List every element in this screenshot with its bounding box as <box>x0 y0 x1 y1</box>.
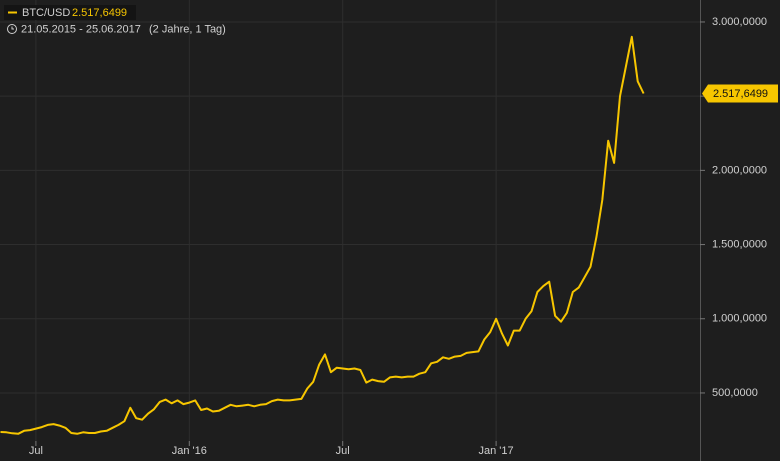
duration: (2 Jahre, 1 Tag) <box>149 23 226 35</box>
legend-box <box>4 5 136 20</box>
period: 21.05.2015 - 25.06.2017 <box>21 23 141 35</box>
clock-icon <box>7 24 17 34</box>
x-tick-label: Jul <box>29 445 43 457</box>
y-tick-label: 2.000,0000 <box>712 164 767 176</box>
y-tick-label: 1.000,0000 <box>712 313 767 325</box>
price-line <box>0 35 645 435</box>
x-tick-label: Jul <box>336 445 350 457</box>
y-tick-label: 3.000,0000 <box>712 16 767 28</box>
x-tick-label: Jan '16 <box>172 445 207 457</box>
last-value-label: 2.517,6499 <box>713 88 768 100</box>
last-value-marker <box>702 84 778 103</box>
y-tick-label: 1.500,0000 <box>712 238 767 250</box>
legend-label: BTC/USD <box>22 7 70 19</box>
y-tick-label: 500,0000 <box>712 387 758 399</box>
x-tick-label: Jan '17 <box>479 445 514 457</box>
legend-value: 2.517,6499 <box>72 7 127 19</box>
clock-hands <box>11 26 14 30</box>
